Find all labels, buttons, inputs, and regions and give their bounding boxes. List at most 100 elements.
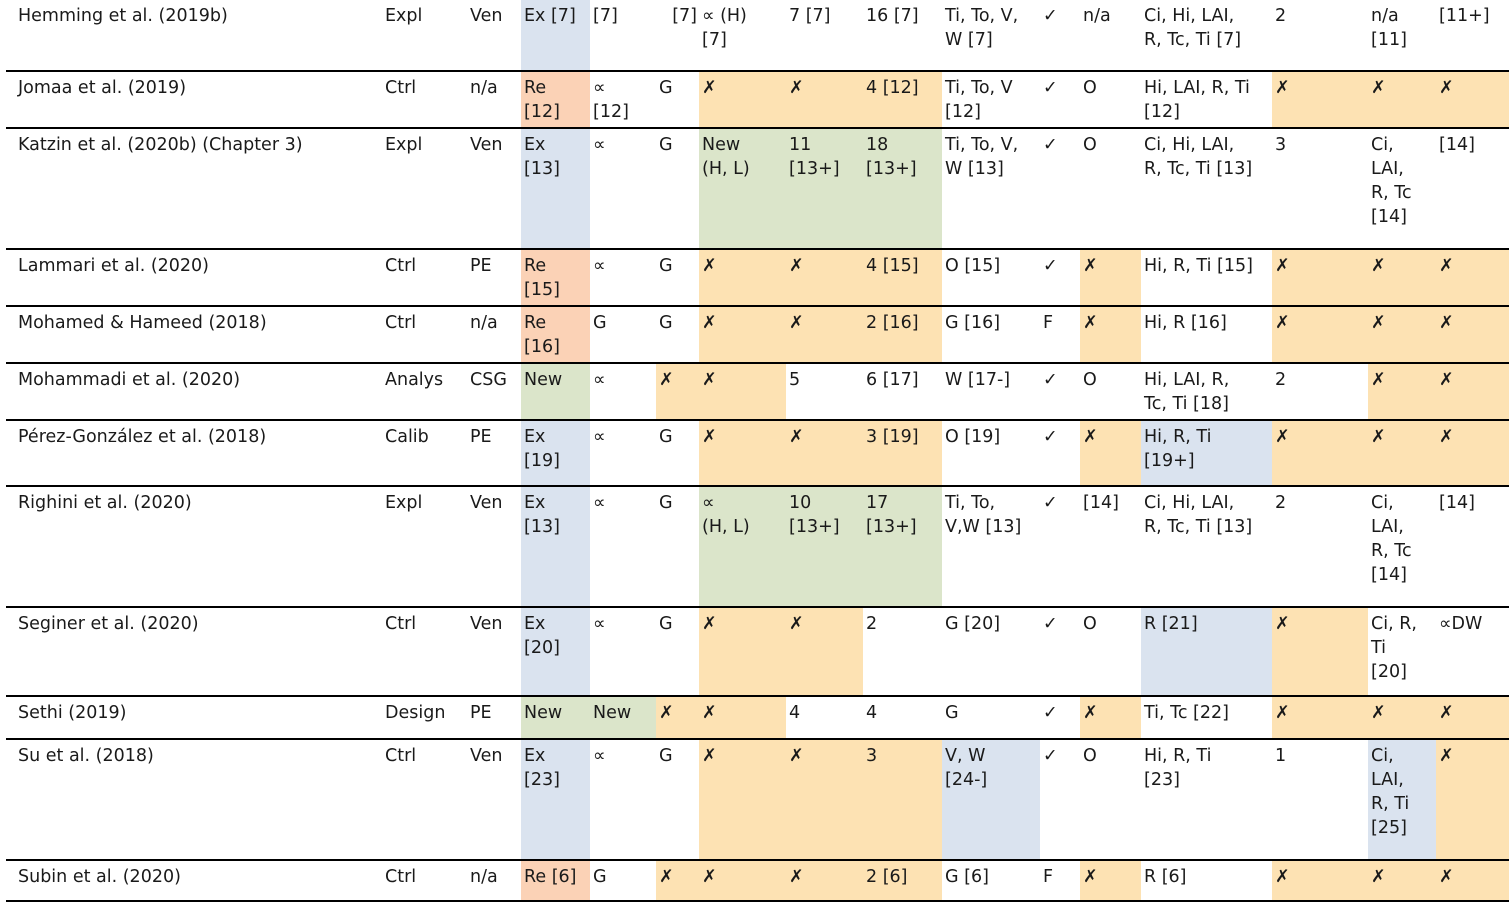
table-cell: New (H, L)	[699, 129, 786, 248]
table-cell: Ci, Hi, LAI, R, Tc, Ti [13]	[1144, 135, 1253, 179]
table-cell: ✗	[786, 307, 863, 362]
table-cell: 2	[1275, 6, 1287, 26]
table-cell: ✗	[1272, 608, 1368, 695]
table-cell: Ctrl	[385, 746, 417, 766]
table-cell: G	[659, 614, 673, 634]
table-cell: ✗	[1368, 861, 1436, 900]
table-cell: ∝	[593, 370, 606, 390]
table-cell: ✗	[1272, 250, 1368, 305]
table-cell: ✗	[1368, 364, 1436, 419]
table-cell: 2 [6]	[863, 861, 942, 900]
table-cell: ✓	[1043, 746, 1058, 766]
table-row: Su et al. (2018) Ctrl Ven Ex [23] ∝ G ✗ ✗ 3 V, W …	[6, 740, 1509, 861]
table-cell: Ci, LAI, R, Tc [14]	[1371, 135, 1412, 227]
table-cell: [14]	[1439, 135, 1475, 155]
table-cell: ✓	[1043, 427, 1058, 447]
table-cell: 7 [7]	[789, 6, 831, 26]
table-cell: R [21]	[1141, 608, 1272, 695]
table-cell: PE	[470, 703, 492, 723]
table-cell: ✗	[786, 250, 863, 305]
table-cell: 10 [13+]	[786, 487, 863, 606]
table-cell: n/a	[470, 78, 498, 98]
table-cell: W [17-]	[945, 370, 1011, 390]
table-cell: O [19]	[945, 427, 1001, 447]
table-cell: Ci, LAI, R, Ti [25]	[1368, 740, 1436, 859]
table-cell: O	[1083, 135, 1097, 155]
reference-cell: Su et al. (2018)	[18, 746, 154, 766]
table-cell: ✗	[699, 250, 786, 305]
table-cell: 18 [13+]	[863, 129, 942, 248]
table-cell: ✗	[1436, 364, 1509, 419]
table-cell: ✗	[1272, 861, 1368, 900]
table-cell: 5	[789, 370, 801, 390]
table-cell: Ex [19]	[521, 421, 590, 485]
table-cell: New	[521, 364, 590, 419]
table-cell: Re [16]	[521, 307, 590, 362]
table-cell: Ex [7]	[521, 0, 590, 70]
table-cell: Ti, To, V [12]	[945, 78, 1013, 122]
table-cell: Ctrl	[385, 867, 417, 887]
table-cell: ✗	[656, 861, 699, 900]
reference-cell: Mohammadi et al. (2020)	[18, 370, 241, 390]
table-cell: Ctrl	[385, 256, 417, 276]
table-cell: Design	[385, 703, 446, 723]
table-cell: G [16]	[945, 313, 1001, 333]
table-cell: n/a	[1083, 6, 1111, 26]
table-cell: ✗	[1080, 421, 1141, 485]
table-cell: ✗	[699, 740, 786, 859]
table-cell: 2	[1275, 370, 1287, 390]
table-cell: Ti, To, V, W [7]	[945, 6, 1019, 50]
table-cell: 2 [16]	[863, 307, 942, 362]
table-cell: O [15]	[945, 256, 1001, 276]
table-cell: Ci, Hi, LAI, R, Tc, Ti [13]	[1144, 493, 1253, 537]
table-cell: Ti, To, V, W [13]	[945, 135, 1019, 179]
table-cell: n/a [11]	[1371, 6, 1407, 50]
table-cell: ∝	[593, 427, 606, 447]
table-cell: Hi, R, Ti [15]	[1144, 256, 1253, 276]
table-cell: 2	[1275, 493, 1287, 513]
table-cell: 3 [19]	[863, 421, 942, 485]
table-cell: Ctrl	[385, 78, 417, 98]
table-cell: Re [6]	[521, 861, 590, 900]
table-cell: New	[521, 697, 590, 738]
table-row: Katzin et al. (2020b) (Chapter 3) Expl Ven…	[6, 129, 1509, 250]
table-cell: ✗	[699, 307, 786, 362]
table-cell: ✗	[656, 364, 699, 419]
table-cell: ✗	[1436, 421, 1509, 485]
table-cell: n/a	[470, 867, 498, 887]
table-cell: ✗	[1272, 307, 1368, 362]
table-row: Subin et al. (2020) Ctrl n/a Re [6] G ✗ ✗ ✗ 2 [6…	[6, 861, 1509, 902]
table-cell: 2	[866, 614, 878, 634]
reference-cell: Righini et al. (2020)	[18, 493, 192, 513]
table-cell: ∝	[593, 135, 606, 155]
table-cell: [7]	[672, 6, 697, 26]
table-cell: 3	[1275, 135, 1287, 155]
table-cell: Ex [13]	[521, 129, 590, 248]
reference-cell: Jomaa et al. (2019)	[18, 78, 187, 98]
table-cell: ✗	[786, 740, 863, 859]
table-cell: Hi, LAI, R, Ti [12]	[1144, 78, 1250, 122]
table-cell: G [6]	[945, 867, 989, 887]
table-cell: ∝	[593, 493, 606, 513]
table-cell: Ven	[470, 746, 503, 766]
table-cell: Expl	[385, 493, 423, 513]
table-cell: ✓	[1043, 6, 1058, 26]
table-cell: ✗	[1080, 307, 1141, 362]
table-cell: O	[1083, 614, 1097, 634]
table-cell: ✗	[1436, 740, 1509, 859]
table-cell: Ex [13]	[521, 487, 590, 606]
table-cell: [14]	[1439, 493, 1475, 513]
table-cell: Ctrl	[385, 313, 417, 333]
table-cell: Ven	[470, 135, 503, 155]
table-cell: O	[1083, 78, 1097, 98]
table-cell: 3	[863, 740, 942, 859]
table-cell: PE	[470, 427, 492, 447]
table-cell: ✗	[699, 72, 786, 127]
table-cell: ✗	[1080, 861, 1141, 900]
reference-cell: Pérez-González et al. (2018)	[18, 427, 267, 447]
table-cell: ∝	[593, 256, 606, 276]
table-cell: G [20]	[945, 614, 1001, 634]
reference-cell: Katzin et al. (2020b) (Chapter 3)	[18, 135, 303, 155]
table-cell: [14]	[1083, 493, 1119, 513]
table-cell: 4	[789, 703, 801, 723]
